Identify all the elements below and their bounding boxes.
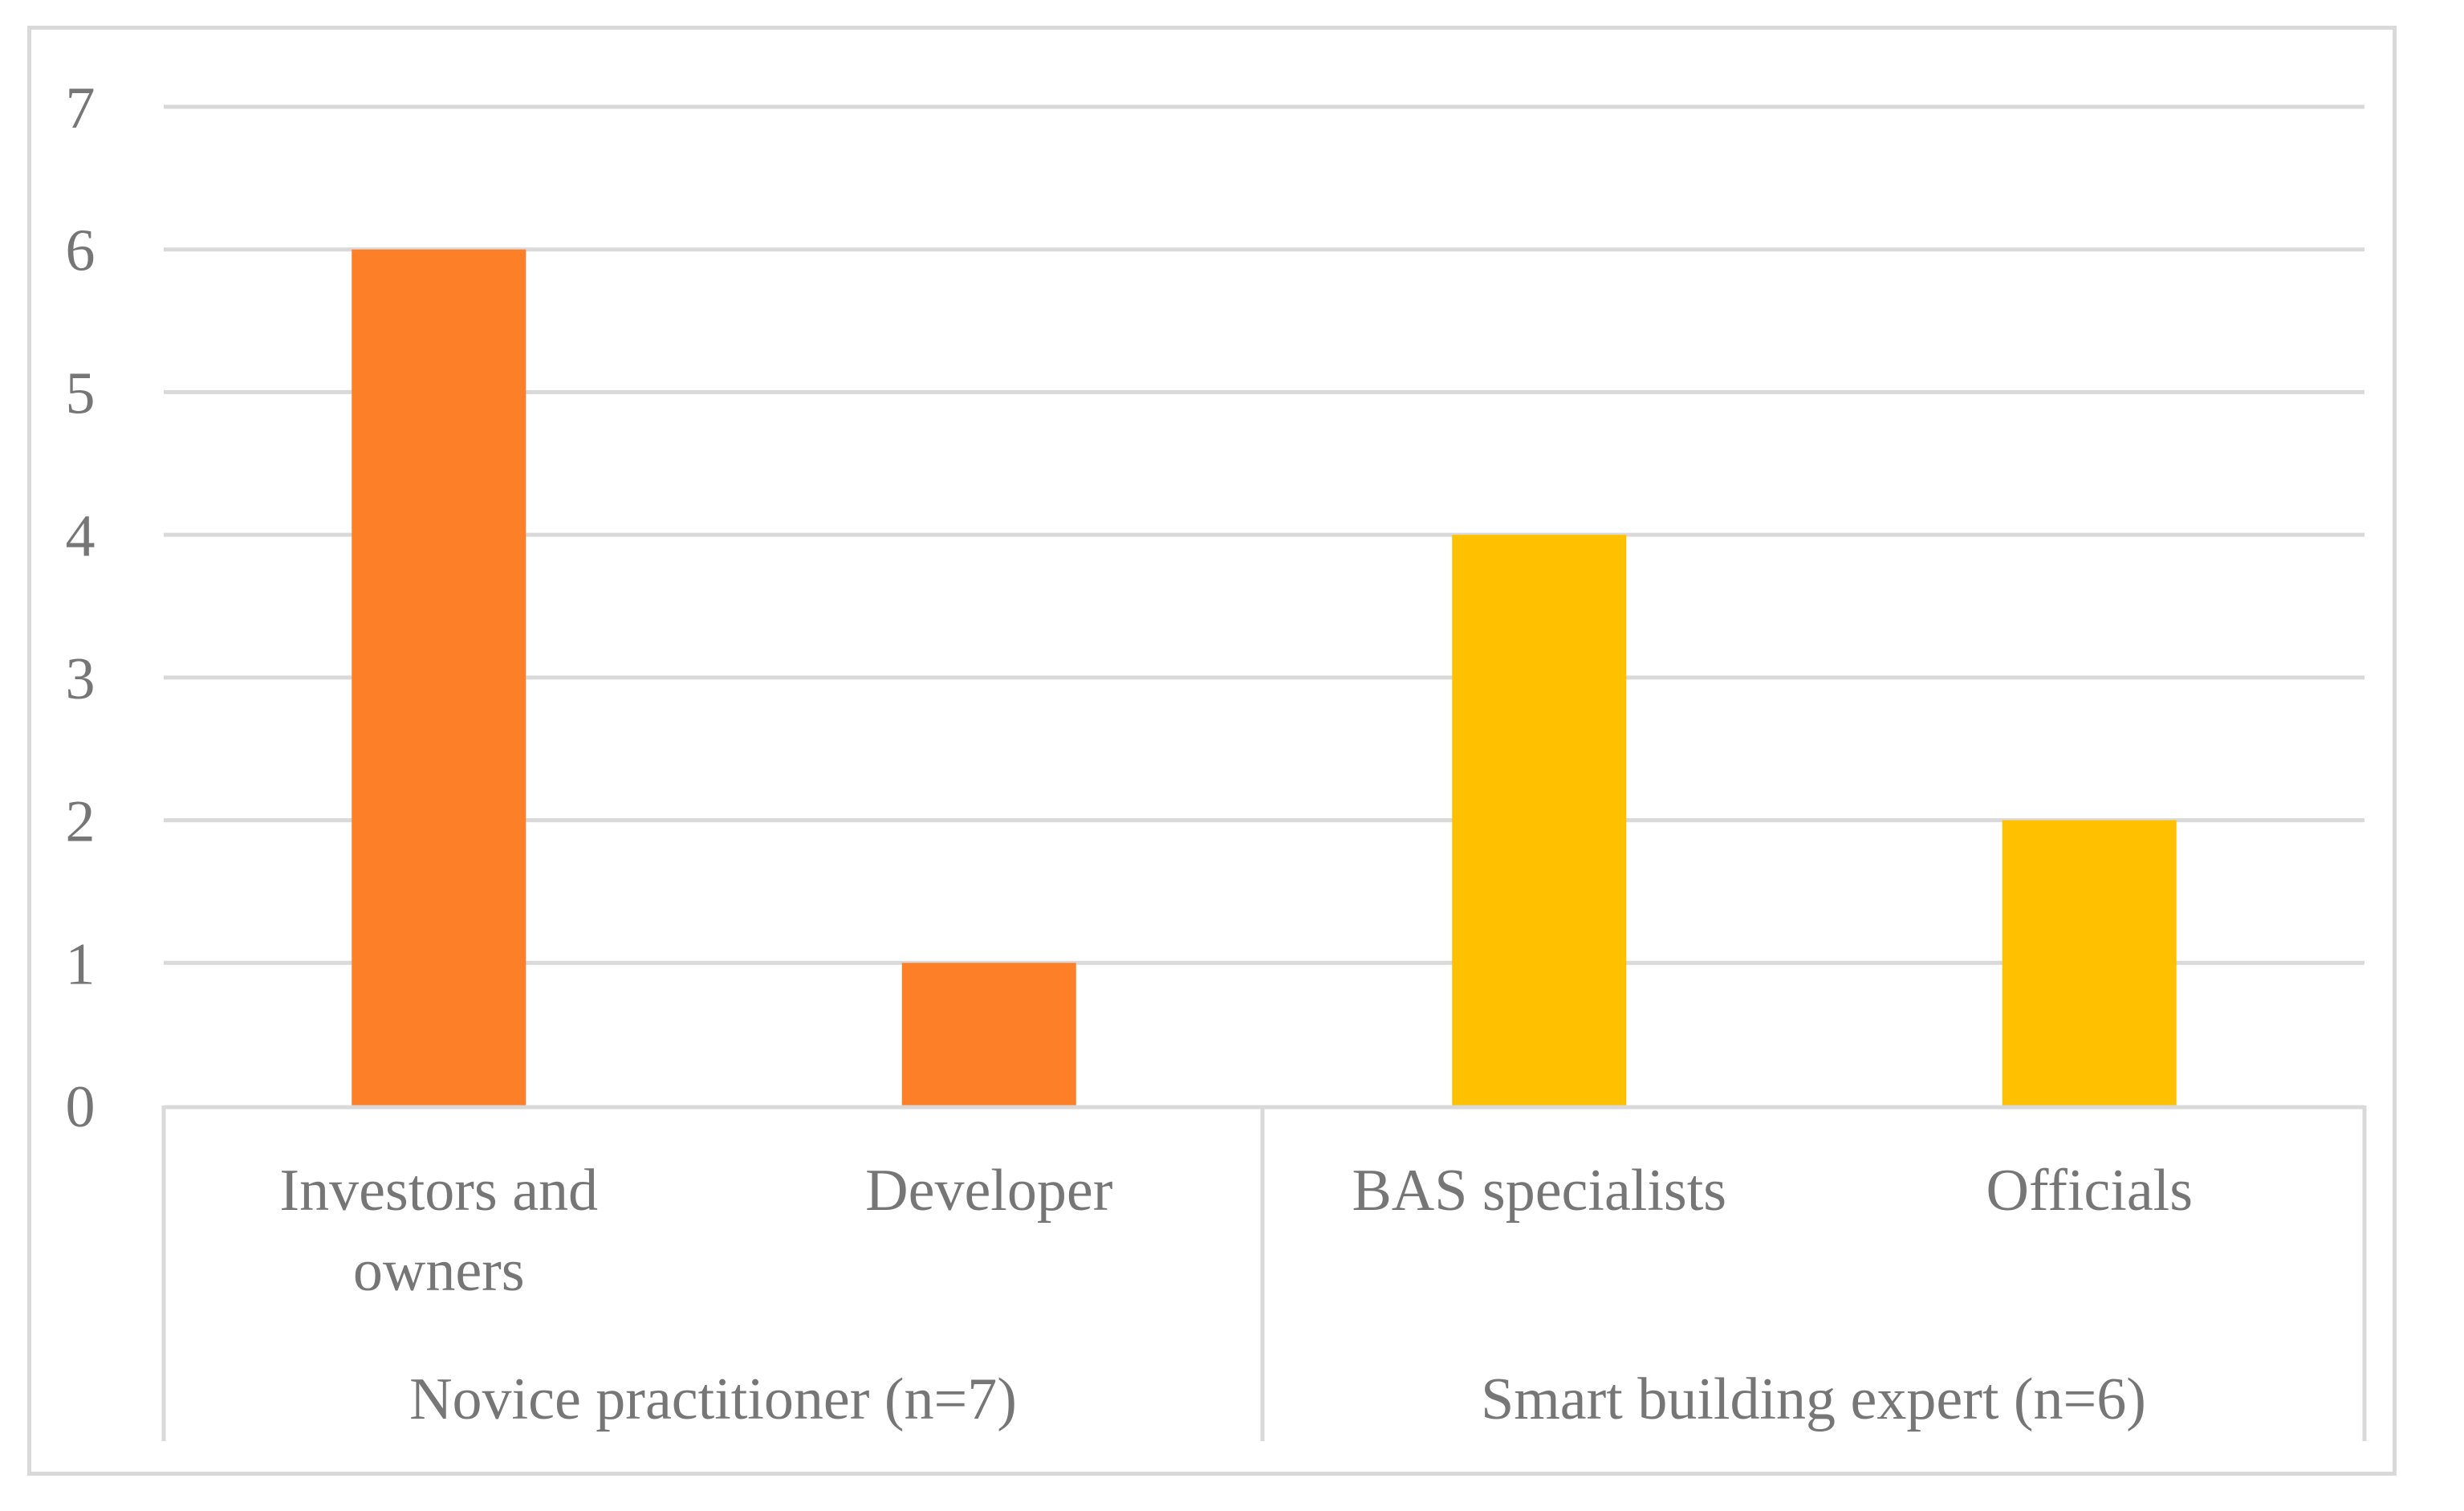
y-tick-label-1: 1	[66, 931, 96, 997]
bars	[352, 249, 2177, 1106]
category-label: Investors and	[279, 1158, 598, 1224]
group-labels: Novice practitioner (n=7) Smart building …	[409, 1366, 2146, 1432]
category-label: owners	[353, 1238, 525, 1304]
bar-officials	[2002, 820, 2177, 1106]
category-label: BAS specialists	[1352, 1158, 1726, 1224]
y-tick-label-0: 0	[66, 1074, 96, 1140]
y-axis-ticks: 0 1 2 3 4 5 6 7	[66, 75, 96, 1140]
category-label: Developer	[865, 1158, 1112, 1224]
gridlines	[164, 104, 2364, 965]
bar-investors-and-owners	[352, 249, 527, 1106]
y-tick-label-5: 5	[66, 360, 96, 426]
group-label: Smart building expert (n=6)	[1481, 1366, 2146, 1432]
bar-bas-specialists	[1452, 535, 1627, 1106]
category-axis	[161, 1105, 2367, 1441]
y-tick-label-4: 4	[66, 503, 96, 569]
y-tick-label-3: 3	[66, 646, 96, 712]
group-label: Novice practitioner (n=7)	[409, 1366, 1017, 1432]
bar-developer	[901, 963, 1076, 1106]
category-label: Officials	[1986, 1158, 2193, 1224]
y-tick-label-2: 2	[66, 789, 96, 855]
y-tick-label-6: 6	[66, 218, 96, 284]
y-tick-label-7: 7	[66, 75, 96, 141]
category-labels: Investors and owners Developer BAS speciali…	[279, 1158, 2193, 1304]
